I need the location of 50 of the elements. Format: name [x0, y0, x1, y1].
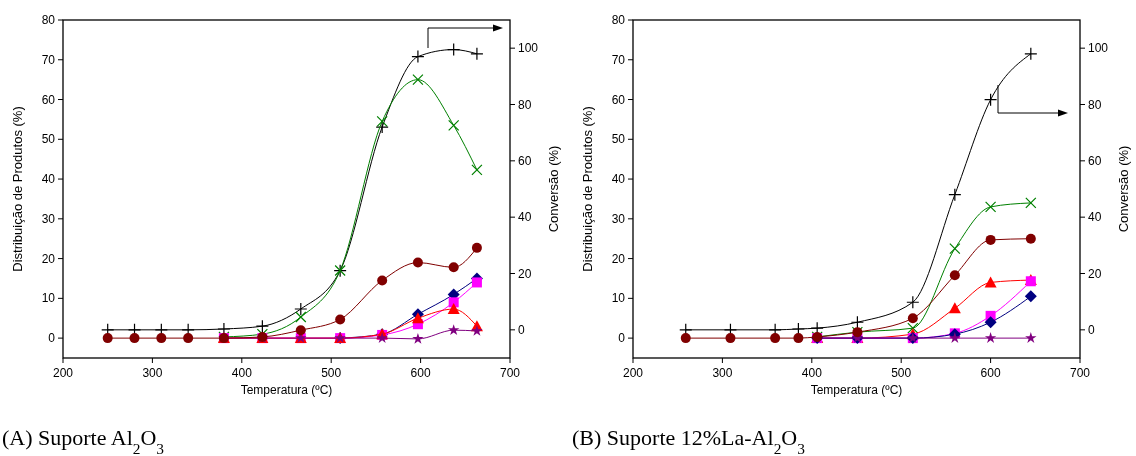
- text: (B) Suporte 12%La-Al$_{2}$O$_{3}$: [572, 425, 806, 456]
- y-tick-label: 80: [41, 13, 56, 27]
- x-tick-label: 600: [410, 366, 431, 380]
- y2-tick-label: 40: [1088, 210, 1102, 225]
- y-axis-title: Distribuição de Produtos (%): [10, 106, 25, 272]
- x-tick-label: 600: [980, 366, 1001, 380]
- x-tick-label: 200: [52, 366, 74, 380]
- y-tick-label: 40: [611, 172, 626, 187]
- y2-tick-label: 100: [1088, 41, 1109, 56]
- x-tick-label: 300: [142, 366, 163, 380]
- x-tick-label: 200: [622, 366, 644, 380]
- x-tick-label: 700: [499, 366, 521, 380]
- y-tick-label: 70: [41, 52, 56, 67]
- y2-tick-label: 80: [1088, 97, 1102, 112]
- y-tick-label: 50: [611, 132, 626, 147]
- y-tick-label: 60: [41, 92, 56, 107]
- y2-tick-label: 80: [518, 97, 532, 112]
- y-tick-label: 40: [41, 172, 56, 187]
- y-tick-label: 80: [611, 13, 626, 27]
- y-tick-label: 0: [618, 331, 626, 346]
- y-tick-label: 10: [41, 291, 56, 306]
- y-tick-label: 70: [611, 52, 626, 67]
- x-tick-label: 400: [801, 366, 823, 380]
- y2-tick-label: 60: [1088, 153, 1102, 168]
- text: (A) Suporte Al$_{2}$O$_{3}$: [2, 425, 165, 456]
- y-tick-label: 20: [611, 251, 626, 266]
- y-tick-label: 30: [611, 211, 626, 226]
- y-tick-label: 60: [611, 92, 626, 107]
- y2-tick-label: 40: [518, 210, 532, 225]
- y2-tick-label: 60: [518, 153, 532, 168]
- y2-tick-label: 20: [518, 266, 532, 281]
- y-tick-label: 20: [41, 251, 56, 266]
- y2-tick-label: 20: [1088, 266, 1102, 281]
- y-tick-label: 0: [48, 331, 56, 346]
- y2-tick-label: 0: [518, 322, 525, 337]
- x-tick-label: 300: [712, 366, 733, 380]
- y2-tick-label: 0: [1088, 322, 1095, 337]
- y2-tick-label: 100: [518, 41, 539, 56]
- y-axis-title: Distribuição de Produtos (%): [580, 106, 595, 272]
- y-tick-label: 10: [611, 291, 626, 306]
- x-tick-label: 400: [231, 366, 253, 380]
- y-tick-label: 30: [41, 211, 56, 226]
- y2-axis-title: Conversão (%): [1116, 145, 1131, 233]
- y-tick-label: 50: [41, 132, 56, 147]
- x-tick-label: 700: [1069, 366, 1091, 380]
- x-tick-label: 500: [321, 366, 342, 380]
- y2-axis-title: Conversão (%): [546, 145, 561, 233]
- x-axis-title: Temperatura (ºC): [810, 383, 903, 397]
- x-tick-label: 500: [891, 366, 912, 380]
- x-axis-title: Temperatura (ºC): [240, 383, 333, 397]
